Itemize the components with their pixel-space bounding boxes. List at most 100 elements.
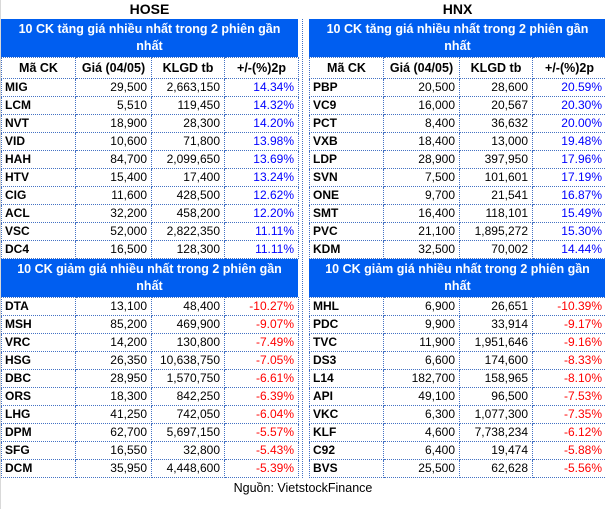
change-pct-cell: -6.12% [532,422,605,442]
stock-code-cell: ONE [309,185,384,205]
volume-cell: 458,200 [151,203,225,223]
stock-code-cell: C92 [309,440,384,460]
losers-banner: 10 CK giảm giá nhiều nhất trong 2 phiên … [1,258,298,297]
change-pct-cell: -5.57% [224,422,299,442]
price-cell: 29,500 [75,77,152,97]
stock-code-cell: SFG [1,440,76,460]
volume-cell: 397,950 [459,149,533,169]
table-row: ACL 32,200 458,200 12.20% [1,203,299,223]
stock-code-cell: TVC [309,332,384,352]
table-row: VC9 16,000 20,567 20.30% [309,95,605,115]
change-pct-cell: -6.04% [224,404,299,424]
change-pct-cell: 13.98% [224,131,299,151]
change-pct-cell: 16.87% [532,185,605,205]
price-cell: 11,900 [383,332,460,352]
price-cell: 25,500 [383,458,460,478]
change-pct-cell: -9.07% [224,314,299,334]
hnx-losers-table: MHL 6,900 26,651 -10.39% PDC 9,900 33,914 -9.17… [309,296,605,478]
stock-code-cell: PVC [309,221,384,241]
column-header-change: +/-(%)2p [224,56,299,79]
price-cell: 16,000 [383,95,460,115]
stock-code-cell: VXB [309,131,384,151]
change-pct-cell: 13.24% [224,167,299,187]
price-cell: 6,400 [383,440,460,460]
stock-code-cell: LHG [1,404,76,424]
price-cell: 5,510 [75,95,152,115]
stock-code-cell: MHL [309,296,384,316]
price-cell: 9,900 [383,314,460,334]
change-pct-cell: -5.43% [224,440,299,460]
stock-code-cell: NVT [1,113,76,133]
table-row: SMT 16,400 118,101 15.49% [309,203,605,223]
stock-code-cell: KLF [309,422,384,442]
stock-code-cell: VC9 [309,95,384,115]
table-row: HAH 84,700 2,099,650 13.69% [1,149,299,169]
change-pct-cell: 20.30% [532,95,605,115]
change-pct-cell: 11.11% [224,221,299,241]
price-cell: 182,700 [383,368,460,388]
price-cell: 35,950 [75,458,152,478]
column-header-code: Mã CK [1,56,76,79]
stock-code-cell: MIG [1,77,76,97]
table-row: HSG 26,350 10,638,750 -7.05% [1,350,299,370]
change-pct-cell: -9.16% [532,332,605,352]
volume-cell: 130,800 [151,332,225,352]
change-pct-cell: 12.20% [224,203,299,223]
stock-code-cell: PBP [309,77,384,97]
volume-cell: 26,651 [459,296,533,316]
table-row: KDM 32,500 70,002 14.44% [309,239,605,259]
source-credit: Nguồn: VietstockFinance [233,480,373,495]
stock-code-cell: CIG [1,185,76,205]
volume-cell: 2,822,350 [151,221,225,241]
price-cell: 26,350 [75,350,152,370]
volume-cell: 28,300 [151,113,225,133]
table-row: CIG 11,600 428,500 12.62% [1,185,299,205]
table-row: PCT 8,400 36,632 20.00% [309,113,605,133]
column-header-row: Mã CK Giá (04/05) KLGD tb +/-(%)2p [1,56,299,79]
stock-code-cell: HAH [1,149,76,169]
gainers-banner: 10 CK tăng giá nhiều nhất trong 2 phiên … [1,19,298,57]
volume-cell: 71,800 [151,131,225,151]
hnx-panel: HNX 10 CK tăng giá nhiều nhất trong 2 ph… [309,0,605,478]
stock-code-cell: MSH [1,314,76,334]
column-header-volume: KLGD tb [151,56,225,79]
stock-code-cell: DBC [1,368,76,388]
column-header-code: Mã CK [309,56,384,79]
hnx-gainers-table: Mã CK Giá (04/05) KLGD tb +/-(%)2p PBP 20… [309,56,605,259]
table-row: L14 182,700 158,965 -8.10% [309,368,605,388]
price-cell: 15,400 [75,167,152,187]
volume-cell: 118,101 [459,203,533,223]
price-cell: 85,200 [75,314,152,334]
stock-code-cell: VSC [1,221,76,241]
column-header-price: Giá (04/05) [75,56,152,79]
volume-cell: 21,541 [459,185,533,205]
volume-cell: 842,250 [151,386,225,406]
table-row: BVS 25,500 62,628 -5.56% [309,458,605,478]
price-cell: 10,600 [75,131,152,151]
price-cell: 49,100 [383,386,460,406]
price-cell: 9,700 [383,185,460,205]
price-cell: 18,300 [75,386,152,406]
volume-cell: 158,965 [459,368,533,388]
price-cell: 28,950 [75,368,152,388]
table-row: PDC 9,900 33,914 -9.17% [309,314,605,334]
losers-banner: 10 CK giảm giá nhiều nhất trong 2 phiên … [309,258,605,297]
stock-code-cell: DC4 [1,239,76,259]
table-row: PVC 21,100 1,895,272 15.30% [309,221,605,241]
change-pct-cell: -6.39% [224,386,299,406]
change-pct-cell: -7.53% [532,386,605,406]
change-pct-cell: -5.39% [224,458,299,478]
change-pct-cell: -5.88% [532,440,605,460]
change-pct-cell: -9.17% [532,314,605,334]
table-row: MIG 29,500 2,663,150 14.34% [1,77,299,97]
stock-code-cell: LDP [309,149,384,169]
panel-gap [298,0,309,478]
price-cell: 41,250 [75,404,152,424]
volume-cell: 469,900 [151,314,225,334]
hose-gainers-body: MIG 29,500 2,663,150 14.34% LCM 5,510 119,450 1… [1,77,299,259]
price-cell: 6,900 [383,296,460,316]
table-row: SFG 16,550 32,800 -5.43% [1,440,299,460]
volume-cell: 70,002 [459,239,533,259]
gainers-banner: 10 CK tăng giá nhiều nhất trong 2 phiên … [309,19,605,57]
change-pct-cell: 15.49% [532,203,605,223]
